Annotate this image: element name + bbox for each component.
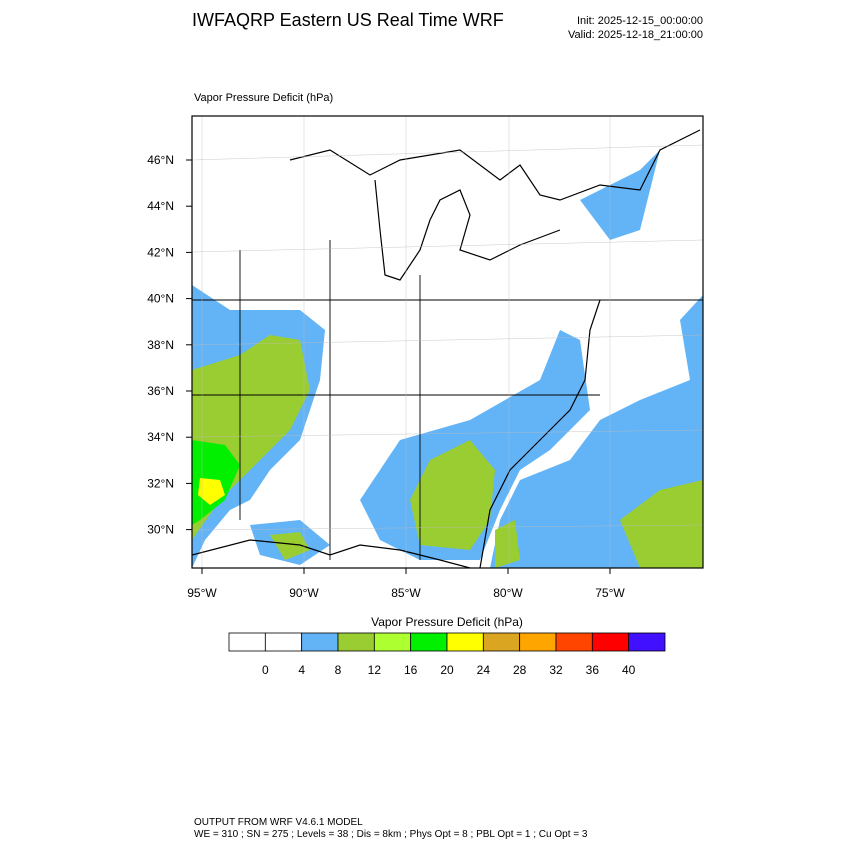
lon-label: 90°W [289, 586, 319, 600]
colorbar-label: 40 [622, 663, 636, 677]
colorbar-label: 28 [513, 663, 527, 677]
lon-label: 75°W [595, 586, 625, 600]
colorbar-label: 12 [368, 663, 382, 677]
lat-label: 32°N [147, 476, 174, 490]
colorbar-label: 16 [404, 663, 418, 677]
lat-label: 44°N [147, 199, 174, 213]
colorbar-label: 36 [586, 663, 600, 677]
colorbar-label: 24 [477, 663, 491, 677]
colorbar-box [519, 632, 557, 652]
lat-label: 40°N [147, 292, 174, 306]
colorbar-box [337, 632, 375, 652]
colorbar-box [446, 632, 484, 652]
colorbar-box [264, 632, 303, 652]
colorbar-label: 0 [262, 663, 269, 677]
lon-label: 80°W [493, 586, 523, 600]
colorbar-box [591, 632, 630, 652]
init-time: Init: 2025-12-15_00:00:00 [577, 15, 703, 27]
lat-label: 38°N [147, 338, 174, 352]
colorbar-label: 8 [335, 663, 342, 677]
valid-time: Valid: 2025-12-18_21:00:00 [568, 29, 703, 41]
colorbar-box [301, 632, 339, 652]
colorbar-label: 20 [440, 663, 454, 677]
colorbar-title: Vapor Pressure Deficit (hPa) [371, 615, 523, 629]
title: IWFAQRP Eastern US Real Time WRF [192, 10, 504, 30]
colorbar-box [628, 632, 666, 652]
colorbar-box [482, 632, 521, 652]
lat-label: 46°N [147, 153, 174, 167]
lon-label: 85°W [391, 586, 421, 600]
lon-label: 95°W [187, 586, 217, 600]
map-title: Vapor Pressure Deficit (hPa) [194, 92, 333, 104]
colorbar-box [555, 632, 593, 652]
lat-label: 42°N [147, 245, 174, 259]
map [191, 115, 704, 569]
colorbar-label: 4 [298, 663, 305, 677]
lat-label: 36°N [147, 384, 174, 398]
lat-label: 34°N [147, 430, 174, 444]
footer-line: WE = 310 ; SN = 275 ; Levels = 38 ; Dis … [194, 829, 588, 840]
colorbar-box [373, 632, 412, 652]
colorbar-box [228, 632, 266, 652]
lat-label: 30°N [147, 523, 174, 537]
colorbar-box [410, 632, 448, 652]
colorbar-label: 32 [549, 663, 563, 677]
footer-line: OUTPUT FROM WRF V4.6.1 MODEL [194, 817, 363, 828]
